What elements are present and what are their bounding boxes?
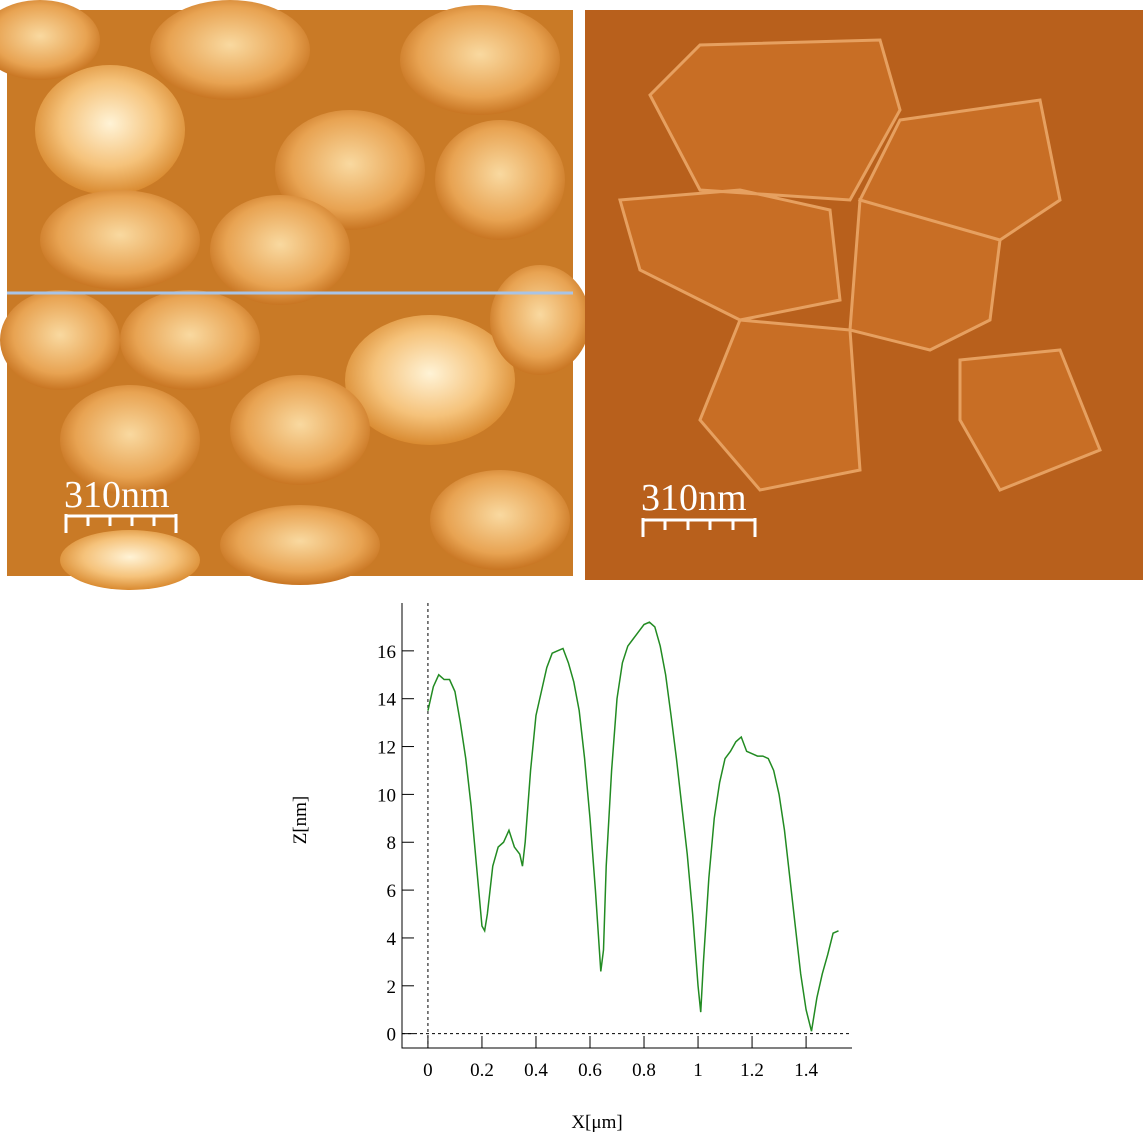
y-tick-label: 4 (387, 929, 397, 950)
y-tick-label: 8 (387, 833, 397, 854)
x-tick-label: 0 (423, 1060, 433, 1081)
x-tick-label: 0.4 (524, 1060, 548, 1081)
y-tick-label: 12 (377, 738, 396, 759)
x-tick-label: 1.2 (740, 1060, 764, 1081)
y-tick-label: 6 (387, 881, 397, 902)
axes (401, 603, 852, 1049)
y-axis-label: Z[nm] (290, 796, 311, 845)
y-tick-label: 2 (387, 977, 397, 998)
profile-line (427, 621, 839, 1032)
scale-label: 310nm (641, 477, 747, 519)
phase-image: 310nm (585, 10, 1143, 580)
topography-image: 310nm (0, 0, 590, 590)
y-tick-label: 0 (387, 1025, 397, 1046)
x-tick-label: 0.8 (632, 1060, 656, 1081)
y-tick-label: 10 (377, 785, 396, 806)
y-tick-label: 14 (377, 690, 397, 711)
x-tick-label: 1 (693, 1060, 703, 1081)
x-axis-label: X[μm] (571, 1112, 622, 1133)
x-tick-label: 0.2 (470, 1060, 494, 1081)
x-tick-label: 1.4 (794, 1060, 818, 1081)
y-tick-label: 16 (377, 642, 396, 663)
scale-label: 310nm (64, 474, 170, 516)
x-tick-label: 0.6 (578, 1060, 602, 1081)
